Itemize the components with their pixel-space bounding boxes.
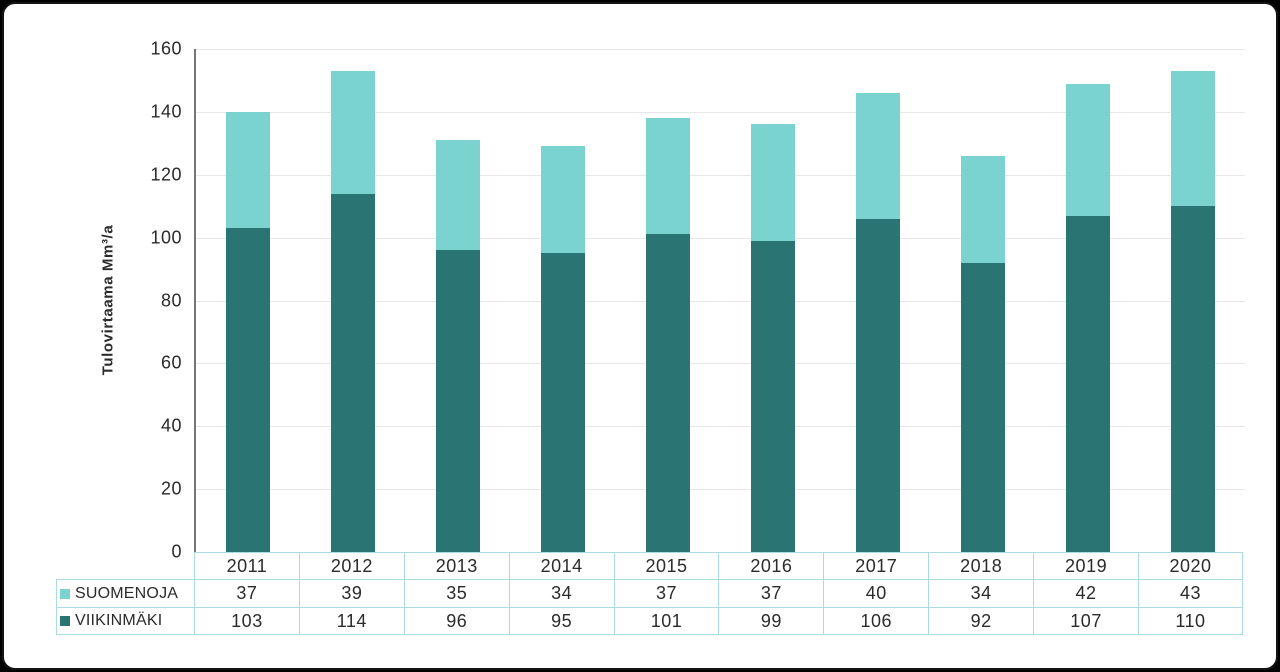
value-cell: 107 <box>1033 607 1139 635</box>
bar-column-2012 <box>301 49 406 552</box>
year-header-cell: 2019 <box>1033 552 1139 579</box>
gridline <box>196 426 1245 428</box>
y-tick-label: 20 <box>160 478 182 499</box>
y-tick-label: 80 <box>160 290 182 310</box>
bar-segment-viikinmäki <box>750 240 795 552</box>
year-header-cell: 2012 <box>298 552 404 579</box>
series-label: VIIKINMÄKI <box>75 612 163 629</box>
bar-column-2015 <box>616 49 721 552</box>
bar-segment-viikinmäki <box>646 234 691 552</box>
value-cell: 37 <box>194 579 299 607</box>
stacked-bar <box>1065 83 1110 552</box>
bar-segment-suomenoja <box>750 124 795 241</box>
year-header-cell: 2017 <box>823 552 929 579</box>
bar-segment-viikinmäki <box>855 218 900 552</box>
legend-swatch-suomenoja <box>60 588 70 599</box>
year-header-cell: 2014 <box>508 552 614 579</box>
year-header-cell: 2015 <box>613 552 719 579</box>
bar-segment-viikinmäki <box>436 250 481 552</box>
year-header-cell: 2011 <box>194 552 299 579</box>
stacked-bar <box>436 140 481 552</box>
bar-segment-suomenoja <box>541 146 586 254</box>
y-tick-label: 140 <box>150 101 182 122</box>
bar-column-2011 <box>196 49 301 552</box>
stacked-bar <box>226 111 271 552</box>
bar-segment-suomenoja <box>226 111 271 229</box>
bar-segment-suomenoja <box>960 155 1005 263</box>
table-corner-cell <box>56 552 194 579</box>
bar-column-2013 <box>406 49 511 552</box>
bar-column-2014 <box>511 49 616 552</box>
value-cell: 92 <box>928 607 1034 635</box>
bar-segment-viikinmäki <box>1170 206 1215 552</box>
year-header-cell: 2016 <box>718 552 824 579</box>
y-axis-title: Tulovirtaama Mm³/a <box>99 224 117 376</box>
series-label: SUOMENOJA <box>75 584 179 602</box>
stacked-bar <box>1170 71 1215 552</box>
value-cell: 40 <box>823 579 929 607</box>
value-cell: 103 <box>194 607 299 635</box>
gridline <box>196 49 1245 50</box>
value-cell: 35 <box>403 579 509 607</box>
year-header-cell: 2013 <box>403 552 509 579</box>
series-legend-cell: VIIKINMÄKI <box>56 607 194 635</box>
value-cell: 95 <box>508 607 614 635</box>
bar-segment-suomenoja <box>646 118 691 235</box>
y-tick-label: 160 <box>150 38 182 59</box>
bar-segment-viikinmäki <box>541 253 586 552</box>
value-cell: 114 <box>298 607 404 635</box>
bar-segment-suomenoja <box>855 93 900 219</box>
value-cell: 39 <box>298 579 404 607</box>
stacked-bar <box>331 71 376 552</box>
y-tick-label: 100 <box>150 227 182 248</box>
stacked-bar <box>750 124 795 552</box>
bar-segment-suomenoja <box>1170 71 1215 207</box>
stacked-bar <box>960 155 1005 552</box>
legend-swatch-viikinmäki <box>60 616 70 626</box>
value-cell: 101 <box>613 607 719 635</box>
gridline <box>196 300 1245 302</box>
gridline <box>196 363 1245 365</box>
value-cell: 96 <box>403 607 509 635</box>
value-cell: 34 <box>928 579 1034 607</box>
value-cell: 37 <box>613 579 719 607</box>
bar-segment-viikinmäki <box>960 262 1005 552</box>
bar-column-2016 <box>721 49 826 552</box>
year-header-cell: 2020 <box>1138 552 1243 579</box>
gridline <box>196 111 1245 113</box>
series-legend-cell: SUOMENOJA <box>56 579 194 607</box>
bar-column-2018 <box>930 49 1035 552</box>
y-tick-label: 0 <box>171 541 182 562</box>
stacked-bar <box>541 146 586 552</box>
gridline <box>196 489 1245 491</box>
bar-segment-suomenoja <box>331 71 376 194</box>
gridline <box>196 174 1245 176</box>
bar-segment-suomenoja <box>1065 83 1110 216</box>
year-header-cell: 2018 <box>928 552 1034 579</box>
bar-segment-viikinmäki <box>331 193 376 552</box>
value-cell: 34 <box>508 579 614 607</box>
value-cell: 99 <box>718 607 824 635</box>
y-tick-label: 120 <box>150 164 182 185</box>
y-tick-label: 60 <box>160 352 182 373</box>
y-tick-label: 40 <box>160 415 182 436</box>
bar-segment-viikinmäki <box>226 228 271 552</box>
bar-column-2017 <box>825 49 930 552</box>
plot-area <box>194 49 1245 552</box>
stacked-bar <box>646 118 691 552</box>
bar-column-2020 <box>1140 49 1245 552</box>
gridline <box>196 237 1245 239</box>
stacked-bar <box>855 93 900 552</box>
value-cell: 43 <box>1138 579 1243 607</box>
bar-segment-suomenoja <box>436 140 481 251</box>
value-cell: 42 <box>1033 579 1139 607</box>
value-cell: 110 <box>1138 607 1243 635</box>
bar-column-2019 <box>1035 49 1140 552</box>
data-table: 2011 2012 2013 2014 2015 2016 2017 2018 2019 2020… <box>56 552 1243 635</box>
value-cell: 106 <box>823 607 929 635</box>
bar-segment-viikinmäki <box>1065 215 1110 552</box>
value-cell: 37 <box>718 579 824 607</box>
